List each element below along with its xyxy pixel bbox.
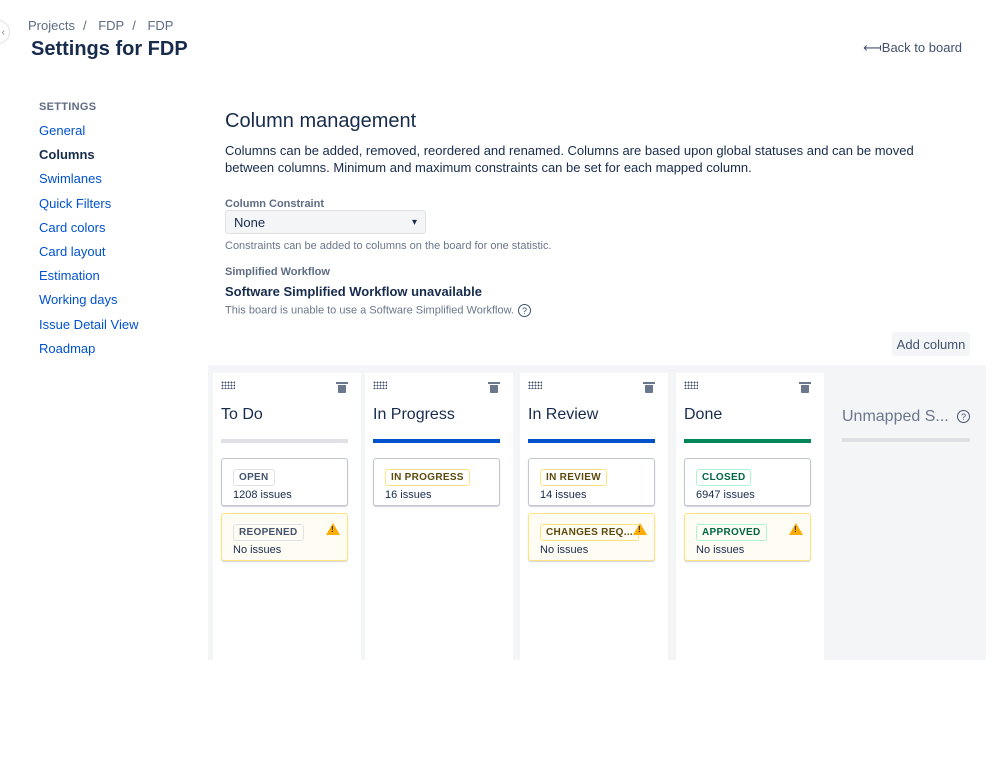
sidebar-item-issue-detail-view[interactable]: Issue Detail View <box>39 316 139 332</box>
issue-count: No issues <box>696 544 745 556</box>
unmapped-column: Unmapped S... ? <box>826 365 986 660</box>
trash-icon[interactable] <box>336 381 348 393</box>
column-status-bar <box>373 439 500 443</box>
status-card[interactable]: CHANGES REQ... No issues ! <box>528 513 655 561</box>
issue-count: 6947 issues <box>696 489 755 501</box>
status-card[interactable]: OPEN 1208 issues <box>221 458 348 506</box>
constraint-help: Constraints can be added to columns on t… <box>225 240 552 252</box>
sidebar-item-card-colors[interactable]: Card colors <box>39 219 106 235</box>
breadcrumb-board[interactable]: FDP <box>147 18 174 33</box>
unmapped-bar <box>842 438 970 442</box>
issue-count: 14 issues <box>540 489 587 501</box>
status-card[interactable]: APPROVED No issues ! <box>684 513 811 561</box>
chevron-down-icon: ▾ <box>411 216 417 228</box>
workflow-help: This board is unable to use a Software S… <box>225 304 531 317</box>
sidebar-item-roadmap[interactable]: Roadmap <box>39 340 96 356</box>
status-lozenge: CLOSED <box>696 469 752 486</box>
drag-handle-icon[interactable] <box>528 381 542 389</box>
issue-count: No issues <box>540 544 589 556</box>
unmapped-title: Unmapped S... <box>842 408 949 425</box>
breadcrumb-projects[interactable]: Projects <box>28 18 75 33</box>
status-card[interactable]: IN PROGRESS 16 issues <box>373 458 500 506</box>
sidebar-item-card-layout[interactable]: Card layout <box>39 243 106 259</box>
status-card[interactable]: CLOSED 6947 issues <box>684 458 811 506</box>
breadcrumb-project[interactable]: FDP <box>98 18 125 33</box>
back-to-board-link[interactable]: ⟻Back to board <box>863 40 962 55</box>
back-arrow-icon: ⟻ <box>863 40 882 55</box>
status-card[interactable]: IN REVIEW 14 issues <box>528 458 655 506</box>
board-column[interactable]: In Progress IN PROGRESS 16 issues <box>365 373 513 660</box>
help-icon[interactable]: ? <box>518 304 531 317</box>
column-title[interactable]: In Review <box>528 406 599 423</box>
add-column-button[interactable]: Add column <box>892 332 970 356</box>
drag-handle-icon[interactable] <box>684 381 698 389</box>
workflow-title: Software Simplified Workflow unavailable <box>225 284 482 299</box>
status-lozenge: IN REVIEW <box>540 469 607 486</box>
section-description: Columns can be added, removed, reordered… <box>225 143 914 175</box>
status-lozenge: APPROVED <box>696 524 767 541</box>
column-title[interactable]: In Progress <box>373 406 455 423</box>
column-status-bar <box>221 439 348 443</box>
sidebar-item-general[interactable]: General <box>39 123 86 138</box>
trash-icon[interactable] <box>488 381 500 393</box>
sidebar-heading: SETTINGS <box>39 101 97 113</box>
issue-count: No issues <box>233 544 282 556</box>
drag-handle-icon[interactable] <box>373 381 387 389</box>
column-status-bar <box>684 439 811 443</box>
help-icon[interactable]: ? <box>957 410 970 423</box>
board-column[interactable]: To Do OPEN 1208 issues REOPENED No issue… <box>213 373 361 660</box>
sidebar-item-columns[interactable]: Columns <box>39 147 95 163</box>
warning-icon: ! <box>326 523 340 535</box>
issue-count: 16 issues <box>385 489 432 501</box>
status-lozenge: REOPENED <box>233 524 304 541</box>
status-card[interactable]: REOPENED No issues ! <box>221 513 348 561</box>
sidebar: General Columns Swimlanes Quick Filters Card… <box>39 123 139 366</box>
workflow-label: Simplified Workflow <box>225 266 330 278</box>
page-title: Settings for FDP <box>31 38 188 60</box>
sidebar-item-estimation[interactable]: Estimation <box>39 268 100 284</box>
column-status-bar <box>528 439 655 443</box>
section-heading: Column management <box>225 110 417 132</box>
sidebar-item-swimlanes[interactable]: Swimlanes <box>39 171 102 187</box>
board-column[interactable]: In Review IN REVIEW 14 issues CHANGES RE… <box>520 373 668 660</box>
column-title[interactable]: Done <box>684 406 723 423</box>
column-constraint-select[interactable]: None ▾ <box>225 210 426 234</box>
warning-icon: ! <box>633 523 647 535</box>
column-board: Unmapped S... ? To Do OPEN 1208 issues R… <box>208 365 986 660</box>
status-lozenge: CHANGES REQ... <box>540 524 639 541</box>
sidebar-collapse-button[interactable]: ‹ <box>0 20 10 44</box>
constraint-label: Column Constraint <box>225 198 324 210</box>
sidebar-item-quick-filters[interactable]: Quick Filters <box>39 195 112 211</box>
sidebar-item-working-days[interactable]: Working days <box>39 292 118 308</box>
status-lozenge: IN PROGRESS <box>385 469 470 486</box>
trash-icon[interactable] <box>643 381 655 393</box>
warning-icon: ! <box>789 523 803 535</box>
drag-handle-icon[interactable] <box>221 381 235 389</box>
trash-icon[interactable] <box>799 381 811 393</box>
board-column[interactable]: Done CLOSED 6947 issues APPROVED No issu… <box>676 373 824 660</box>
status-lozenge: OPEN <box>233 469 275 486</box>
breadcrumb: Projects / FDP / FDP <box>28 18 174 33</box>
column-title[interactable]: To Do <box>221 406 263 423</box>
issue-count: 1208 issues <box>233 489 292 501</box>
